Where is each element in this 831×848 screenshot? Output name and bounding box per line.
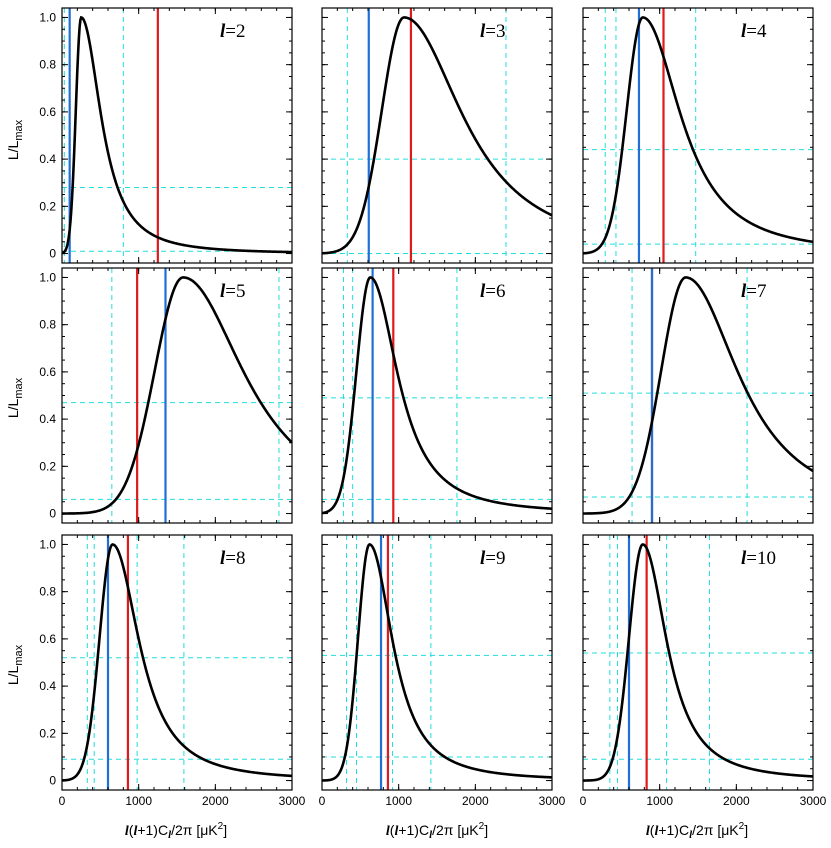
plot-area-2 bbox=[322, 8, 552, 263]
y-tick-label-7-1: 0 bbox=[49, 774, 56, 788]
x-tick-label-7-1: 0 bbox=[59, 794, 66, 808]
panel-2: l=3 bbox=[321, 7, 553, 264]
panel-title-ell-2: l bbox=[480, 21, 486, 42]
y-tick-label-4-6: 1.0 bbox=[39, 270, 56, 284]
panel-title-ell-4: l bbox=[220, 281, 226, 302]
panel-4: 0 0.2 0.4 0.6 0.8 1.0 l=5 bbox=[39, 267, 293, 524]
y-tick-label-7-4: 0.6 bbox=[39, 632, 56, 646]
panel-title-value-4: =5 bbox=[225, 281, 245, 302]
panel-title-7: l=8 bbox=[220, 548, 246, 569]
x-tick-label-8-1: 0 bbox=[319, 794, 326, 808]
plot-area-7 bbox=[62, 535, 292, 790]
panel-title-3: l=4 bbox=[741, 21, 767, 42]
panel-frame-2 bbox=[321, 7, 553, 264]
y-tick-label-1-6: 1.0 bbox=[39, 10, 56, 24]
likelihood-curve-3 bbox=[583, 16, 813, 255]
plot-area-3 bbox=[583, 8, 813, 263]
panel-title-ell-7: l bbox=[220, 548, 226, 569]
y-tick-label-1-2: 0.2 bbox=[39, 199, 56, 213]
panel-8: 0 1000 2000 3000 l=9 bbox=[319, 534, 566, 808]
y-tick-label-1-5: 0.8 bbox=[39, 58, 56, 72]
y-tick-label-1-4: 0.6 bbox=[39, 105, 56, 119]
panel-title-6: l=7 bbox=[741, 281, 767, 302]
panel-title-ell-1: l bbox=[220, 21, 226, 42]
panel-3: l=4 bbox=[582, 7, 814, 264]
panel-title-value-5: =6 bbox=[485, 281, 505, 302]
plot-area-6 bbox=[583, 268, 813, 523]
likelihood-curve-1 bbox=[62, 15, 292, 255]
panel-frame-5 bbox=[321, 267, 553, 524]
panel-9: 0 1000 2000 3000 l=10 bbox=[580, 534, 827, 808]
plot-area-9 bbox=[583, 535, 813, 790]
y-tick-label-1-1: 0 bbox=[49, 247, 56, 261]
panel-title-5: l=6 bbox=[480, 281, 506, 302]
x-tick-label-9-1: 0 bbox=[580, 794, 587, 808]
likelihood-curve-8 bbox=[322, 543, 552, 782]
x-axis-label-col-1: l(l+1)Cl/2π [μK2] bbox=[125, 821, 227, 841]
y-tick-label-4-4: 0.6 bbox=[39, 365, 56, 379]
panel-5: l=6 bbox=[321, 267, 553, 524]
panel-title-value-7: =8 bbox=[225, 548, 245, 569]
panel-frame-1 bbox=[61, 7, 293, 264]
panel-frame-6 bbox=[582, 267, 814, 524]
x-tick-label-8-4: 3000 bbox=[539, 794, 566, 808]
x-tick-label-7-2: 1000 bbox=[125, 794, 152, 808]
y-tick-label-4-3: 0.4 bbox=[39, 412, 56, 426]
panel-7: 0 0.2 0.4 0.6 0.8 1.0 0 1000 2000 3000 l=8 bbox=[39, 534, 306, 808]
panel-title-value-8: =9 bbox=[485, 548, 505, 569]
plot-area-1 bbox=[62, 8, 292, 263]
likelihood-curve-6 bbox=[583, 276, 813, 515]
y-tick-label-7-3: 0.4 bbox=[39, 679, 56, 693]
panel-title-ell-5: l bbox=[480, 281, 486, 302]
x-tick-label-8-2: 1000 bbox=[385, 794, 412, 808]
panel-title-1: l=2 bbox=[220, 21, 246, 42]
panel-1: 0 0.2 0.4 0.6 0.8 1.0 l=2 bbox=[39, 7, 293, 264]
panel-grid: 00.20.40.60.81.0l=2 l=3 l=400.20.40.60.81.… bbox=[39, 7, 827, 808]
x-tick-label-9-3: 2000 bbox=[723, 794, 750, 808]
panel-title-ell-6: l bbox=[741, 281, 747, 302]
plot-area-5 bbox=[322, 268, 552, 523]
panel-title-value-9: =10 bbox=[746, 548, 776, 569]
x-tick-label-7-4: 3000 bbox=[279, 794, 306, 808]
x-tick-label-9-2: 1000 bbox=[646, 794, 673, 808]
panel-title-2: l=3 bbox=[480, 21, 506, 42]
y-tick-label-7-2: 0.2 bbox=[39, 726, 56, 740]
y-tick-label-4-2: 0.2 bbox=[39, 459, 56, 473]
x-tick-label-9-4: 3000 bbox=[800, 794, 827, 808]
y-axis-label-row-3: L/Lmax bbox=[5, 644, 25, 685]
panel-title-value-6: =7 bbox=[746, 281, 766, 302]
x-tick-label-7-3: 2000 bbox=[202, 794, 229, 808]
panel-frame-3 bbox=[582, 7, 814, 264]
panel-title-ell-8: l bbox=[480, 548, 486, 569]
y-tick-label-4-5: 0.8 bbox=[39, 318, 56, 332]
plot-area-8 bbox=[322, 535, 552, 790]
panel-title-value-2: =3 bbox=[485, 21, 505, 42]
likelihood-curve-5 bbox=[322, 276, 552, 515]
panel-title-value-3: =4 bbox=[746, 21, 767, 42]
x-tick-label-8-3: 2000 bbox=[462, 794, 489, 808]
plot-area-4 bbox=[62, 268, 292, 523]
likelihood-curve-2 bbox=[322, 16, 552, 255]
y-tick-label-7-6: 1.0 bbox=[39, 537, 56, 551]
likelihood-curve-4 bbox=[62, 276, 292, 515]
panel-title-ell-3: l bbox=[741, 21, 747, 42]
x-axis-label-col-2: l(l+1)Cl/2π [μK2] bbox=[386, 821, 488, 841]
y-tick-label-1-3: 0.4 bbox=[39, 152, 56, 166]
panel-6: l=7 bbox=[582, 267, 814, 524]
y-axis-label-row-1: L/Lmax bbox=[5, 119, 25, 160]
panel-title-8: l=9 bbox=[480, 548, 506, 569]
y-tick-label-7-5: 0.8 bbox=[39, 585, 56, 599]
panel-title-9: l=10 bbox=[741, 548, 776, 569]
likelihood-curve-9 bbox=[583, 543, 813, 782]
panel-title-ell-9: l bbox=[741, 548, 747, 569]
y-tick-label-4-1: 0 bbox=[49, 507, 56, 521]
y-axis-label-row-2: L/Lmax bbox=[5, 377, 25, 418]
x-axis-label-col-3: l(l+1)Cl/2π [μK2] bbox=[646, 821, 748, 841]
panel-title-4: l=5 bbox=[220, 281, 246, 302]
likelihood-curve-7 bbox=[62, 543, 292, 782]
panel-title-value-1: =2 bbox=[225, 21, 245, 42]
